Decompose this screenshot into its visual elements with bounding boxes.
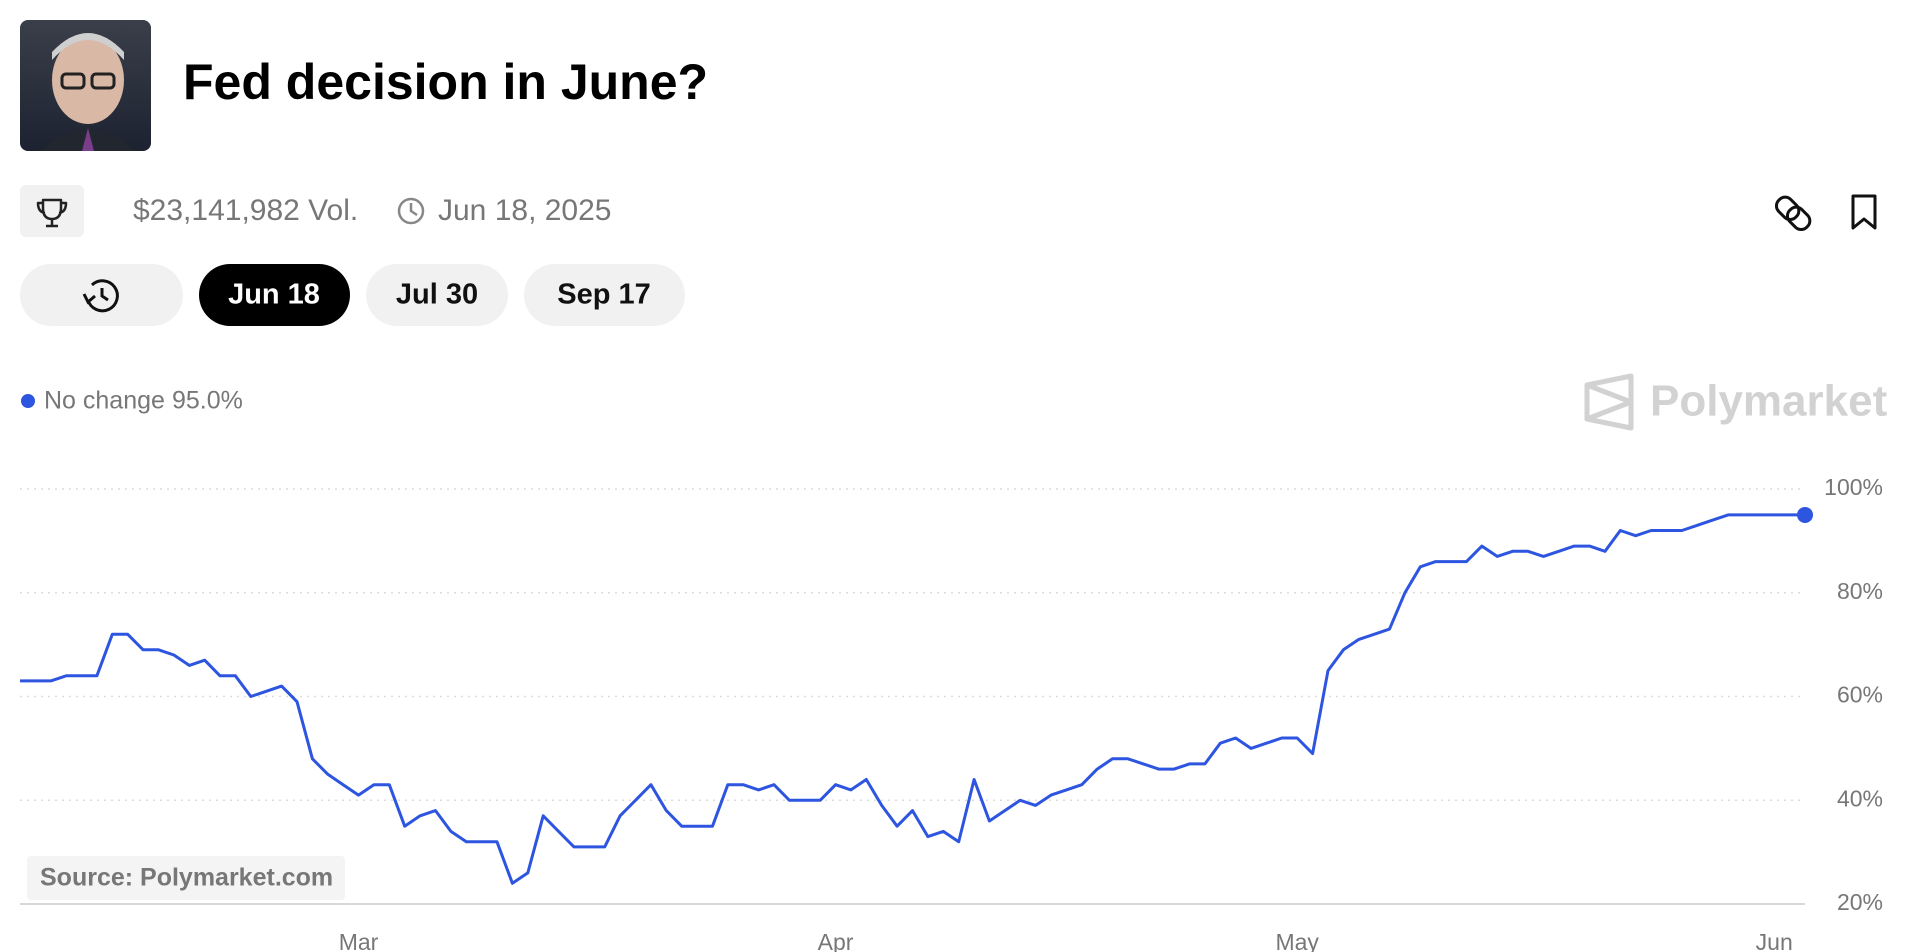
copy-link-button[interactable] <box>1773 194 1813 233</box>
tab-label[interactable]: Jul 30 <box>396 279 478 311</box>
watermark: Polymarket <box>1650 377 1888 426</box>
clock-icon <box>397 197 425 225</box>
history-tab[interactable] <box>20 264 183 326</box>
market-image <box>20 20 151 151</box>
y-tick-label: 20% <box>1837 889 1883 915</box>
tab-active[interactable] <box>199 264 350 326</box>
source: Source: Polymarket.com <box>40 864 333 892</box>
y-tick-label: 100% <box>1824 474 1883 500</box>
market-title: Fed decision in June? <box>183 54 708 110</box>
y-tick-label: 60% <box>1837 682 1883 708</box>
source-badge <box>27 856 345 900</box>
chart: 20% 40% 60% 80% 100% Mar Apr May Jun <box>20 474 1883 952</box>
trophy-button[interactable] <box>20 185 84 237</box>
tab-label[interactable]: Jun 18 <box>228 279 320 311</box>
bookmark-button[interactable] <box>1851 194 1877 230</box>
watermark-logo <box>1584 373 1634 431</box>
y-tick-label: 80% <box>1837 578 1883 604</box>
legend-name: No change <box>44 387 165 415</box>
tab[interactable] <box>366 264 508 326</box>
series-line <box>20 513 1805 885</box>
x-tick-label: May <box>1275 929 1319 952</box>
volume: $23,141,982 Vol. <box>133 194 358 227</box>
legend-value: 95.0% <box>172 387 243 415</box>
y-tick-label: 40% <box>1837 785 1883 811</box>
legend-dot <box>21 394 35 408</box>
x-tick-label: Mar <box>339 929 379 952</box>
tab[interactable] <box>524 264 685 326</box>
end-point <box>1797 506 1813 523</box>
tab-label[interactable]: Sep 17 <box>557 279 651 311</box>
x-tick-label: Apr <box>818 929 854 952</box>
x-tick-label: Jun <box>1756 929 1793 952</box>
end-date: Jun 18, 2025 <box>438 194 611 227</box>
